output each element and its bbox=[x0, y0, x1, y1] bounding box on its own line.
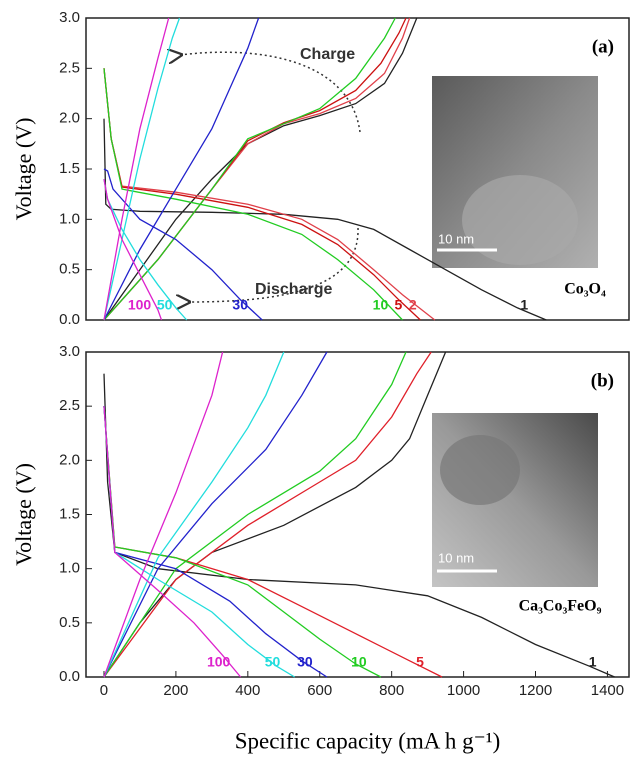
y-tick-label: 3.0 bbox=[59, 343, 80, 360]
capacity-curve bbox=[104, 352, 327, 677]
tem-particle bbox=[440, 435, 520, 505]
y-tick-label: 2.5 bbox=[59, 59, 80, 76]
x-axis-label: Specific capacity (mA h g⁻¹) bbox=[235, 728, 501, 753]
cycle-label: 10 bbox=[373, 297, 389, 313]
cycle-label: 50 bbox=[157, 297, 173, 313]
capacity-curve bbox=[104, 18, 187, 320]
y-tick-label: 1.5 bbox=[59, 160, 80, 177]
cycle-label: 5 bbox=[416, 654, 424, 670]
cycle-label: 50 bbox=[265, 654, 281, 670]
capacity-curve bbox=[104, 352, 241, 677]
y-tick-label: 0.0 bbox=[59, 311, 80, 328]
annotation: Charge bbox=[300, 46, 355, 63]
cycle-label: 30 bbox=[232, 297, 248, 313]
annotation: Discharge bbox=[255, 281, 332, 298]
x-tick-label: 800 bbox=[379, 682, 404, 699]
x-tick-label: 200 bbox=[163, 682, 188, 699]
y-tick-label: 3.0 bbox=[59, 9, 80, 26]
inset-scale: 10 nm bbox=[438, 550, 474, 565]
inset-scale: 10 nm bbox=[438, 231, 474, 246]
y-tick-label: 2.0 bbox=[59, 110, 80, 127]
y-tick-label: 0.5 bbox=[59, 261, 80, 278]
y-tick-label: 0.5 bbox=[59, 614, 80, 631]
x-tick-label: 600 bbox=[307, 682, 332, 699]
cycle-label: 100 bbox=[207, 654, 231, 670]
cycle-label: 1 bbox=[589, 654, 597, 670]
inset-label: Ca₃Co₃FeO₉ bbox=[519, 598, 602, 615]
y-axis-label: Voltage (V) bbox=[11, 463, 36, 566]
cycle-label: 30 bbox=[297, 654, 313, 670]
y-tick-label: 1.0 bbox=[59, 210, 80, 227]
cycle-label: 5 bbox=[395, 297, 403, 313]
y-tick-label: 1.5 bbox=[59, 505, 80, 522]
y-tick-label: 2.0 bbox=[59, 451, 80, 468]
x-tick-label: 400 bbox=[235, 682, 260, 699]
y-tick-label: 1.0 bbox=[59, 560, 80, 577]
y-tick-label: 0.0 bbox=[59, 668, 80, 685]
x-tick-label: 1400 bbox=[591, 682, 624, 699]
capacity-curve bbox=[104, 18, 262, 320]
capacity-curve bbox=[104, 352, 442, 677]
capacity-curve bbox=[104, 18, 403, 320]
capacity-curve bbox=[104, 18, 435, 320]
charge-arrow bbox=[180, 52, 360, 132]
panel-label: (a) bbox=[592, 36, 614, 57]
figure: 0.0 0.5 1.0 1.5 2.0 2.5 3.0 Voltage (V) (a) 10 nm… bbox=[0, 0, 632, 773]
cycle-label: 100 bbox=[128, 297, 152, 313]
x-tick-label: 1200 bbox=[519, 682, 552, 699]
inset-label: Co₃O₄ bbox=[564, 281, 606, 298]
capacity-curve bbox=[104, 352, 406, 677]
y-axis-label: Voltage (V) bbox=[11, 118, 36, 221]
panel-label: (b) bbox=[591, 370, 614, 391]
cycle-label: 10 bbox=[351, 654, 367, 670]
cycle-label: 1 bbox=[520, 297, 528, 313]
x-tick-label: 0 bbox=[100, 682, 108, 699]
y-tick-label: 2.5 bbox=[59, 397, 80, 414]
x-tick-label: 1000 bbox=[447, 682, 480, 699]
